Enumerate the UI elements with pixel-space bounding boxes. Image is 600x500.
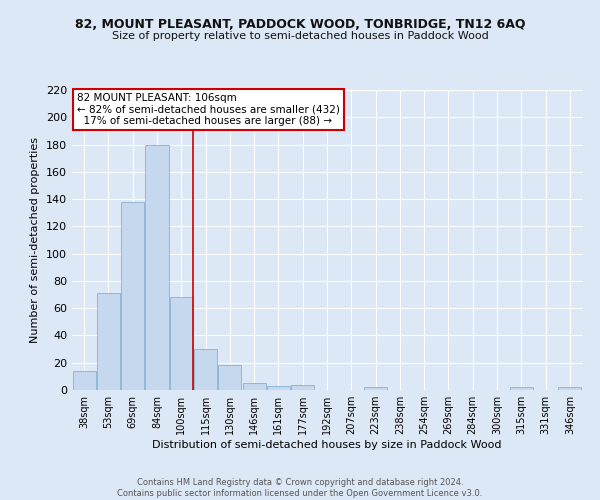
Bar <box>267 386 290 390</box>
Bar <box>218 366 241 390</box>
Bar <box>121 202 144 390</box>
Text: Size of property relative to semi-detached houses in Paddock Wood: Size of property relative to semi-detach… <box>112 31 488 41</box>
Text: Contains HM Land Registry data © Crown copyright and database right 2024.
Contai: Contains HM Land Registry data © Crown c… <box>118 478 482 498</box>
Text: 82 MOUNT PLEASANT: 106sqm
← 82% of semi-detached houses are smaller (432)
  17% : 82 MOUNT PLEASANT: 106sqm ← 82% of semi-… <box>77 93 340 126</box>
Bar <box>510 388 533 390</box>
Bar <box>170 298 193 390</box>
Bar <box>194 349 217 390</box>
Bar <box>559 388 581 390</box>
Y-axis label: Number of semi-detached properties: Number of semi-detached properties <box>31 137 40 343</box>
X-axis label: Distribution of semi-detached houses by size in Paddock Wood: Distribution of semi-detached houses by … <box>152 440 502 450</box>
Bar <box>97 293 120 390</box>
Text: 82, MOUNT PLEASANT, PADDOCK WOOD, TONBRIDGE, TN12 6AQ: 82, MOUNT PLEASANT, PADDOCK WOOD, TONBRI… <box>75 18 525 30</box>
Bar <box>291 384 314 390</box>
Bar <box>242 383 266 390</box>
Bar <box>364 388 387 390</box>
Bar <box>145 144 169 390</box>
Bar <box>73 371 95 390</box>
